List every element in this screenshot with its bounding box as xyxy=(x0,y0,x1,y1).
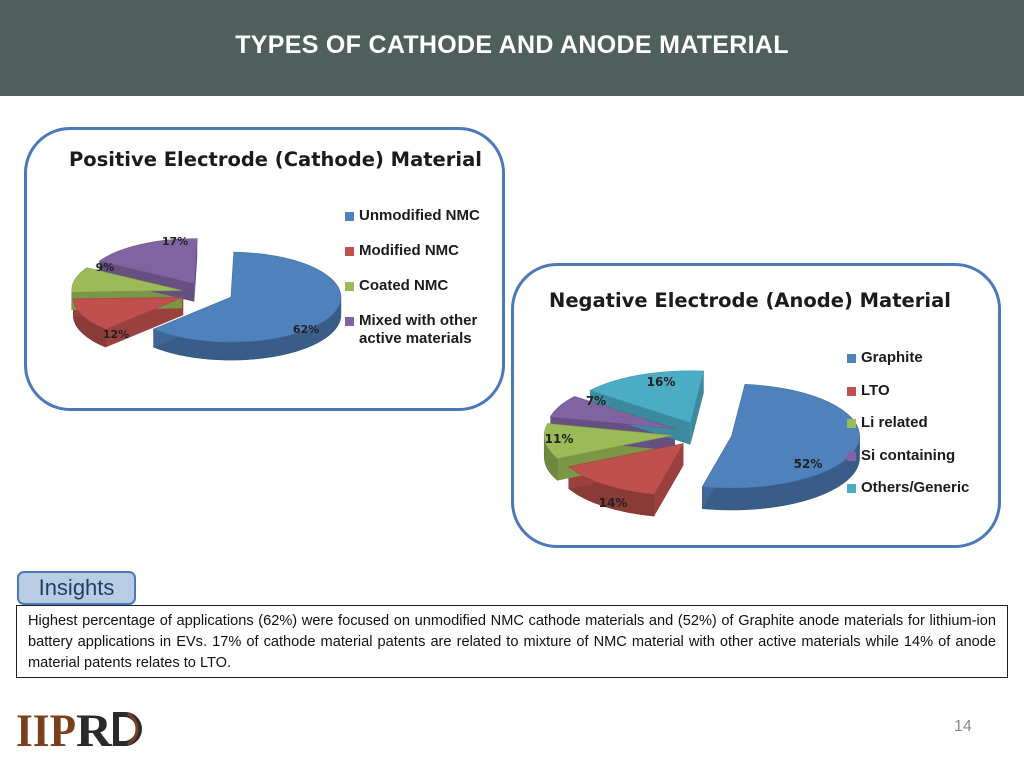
pie-data-label: 11% xyxy=(545,432,574,446)
legend-swatch xyxy=(847,386,856,396)
pie-slice xyxy=(543,423,673,459)
title-bar: TYPES OF CATHODE AND ANODE MATERIAL xyxy=(0,0,1024,96)
cathode-pie-chart: 62% 12% 9% 17% xyxy=(71,235,342,361)
pie-tops xyxy=(543,370,860,495)
iiprd-logo: IIP R xyxy=(16,706,142,750)
pie-slice xyxy=(98,238,198,285)
pie-data-label: 9% xyxy=(96,261,115,274)
anode-legend-item: Li related xyxy=(847,414,997,432)
pie-data-label: 12% xyxy=(103,328,129,341)
legend-swatch xyxy=(345,212,354,221)
pie-data-label: 62% xyxy=(293,323,319,336)
pie-slice xyxy=(589,370,705,424)
page-number: 14 xyxy=(954,718,972,735)
legend-swatch xyxy=(345,282,354,291)
legend-swatch xyxy=(345,247,354,256)
slide-title: TYPES OF CATHODE AND ANODE MATERIAL xyxy=(235,31,789,59)
cathode-legend-item: Unmodified NMC xyxy=(345,207,495,225)
legend-label: Si containing xyxy=(861,446,956,464)
cathode-chart-title: Positive Electrode (Cathode) Material xyxy=(69,148,482,171)
legend-swatch xyxy=(847,451,856,461)
pie-data-label: 17% xyxy=(162,235,188,248)
pie-labels: 62% 12% 9% 17% xyxy=(96,235,320,341)
pie-data-label: 14% xyxy=(599,496,628,510)
anode-pie-chart: 52% 14% 11% 7% 16% xyxy=(543,370,860,517)
anode-legend: Graphite LTO Li related Si containing Ot… xyxy=(847,349,997,512)
legend-label: LTO xyxy=(861,381,890,399)
cathode-legend-item: Coated NMC xyxy=(345,277,495,295)
pie-slice xyxy=(72,296,184,330)
anode-legend-item: Si containing xyxy=(847,447,997,465)
legend-swatch xyxy=(847,354,856,363)
insights-tab: Insights xyxy=(17,571,136,605)
anode-legend-item: Graphite xyxy=(847,349,997,367)
pie-slice xyxy=(152,251,342,343)
legend-swatch xyxy=(847,484,856,493)
logo-swoosh xyxy=(127,712,139,746)
anode-legend-item: Others/Generic xyxy=(847,479,997,497)
cathode-legend: Unmodified NMC Modified NMC Coated NMC M… xyxy=(345,207,495,365)
pie-slice-face xyxy=(690,371,704,445)
legend-label: Coated NMC xyxy=(359,277,449,294)
legend-label: Graphite xyxy=(861,349,923,366)
insights-text: Highest percentage of applications (62%)… xyxy=(16,605,1008,678)
anode-chart-panel: Negative Electrode (Anode) Material 52% 1… xyxy=(511,263,1001,548)
cathode-legend-item: Mixed with other active materials xyxy=(345,312,495,348)
legend-label: Others/Generic xyxy=(861,479,970,496)
legend-label: Modified NMC xyxy=(359,242,459,259)
anode-legend-item: LTO xyxy=(847,382,997,400)
legend-label: Li related xyxy=(861,414,928,431)
pie-slice xyxy=(568,443,684,495)
pie-slice xyxy=(71,267,182,293)
pie-labels: 52% 14% 11% 7% 16% xyxy=(545,375,823,510)
legend-swatch xyxy=(847,419,856,428)
pie-data-label: 7% xyxy=(586,394,606,408)
cathode-chart-panel: Positive Electrode (Cathode) Material 62… xyxy=(24,127,505,411)
pie-slice xyxy=(701,384,860,489)
pie-slice-face xyxy=(99,261,195,302)
legend-swatch xyxy=(345,317,354,326)
cathode-legend-item: Modified NMC xyxy=(345,242,495,260)
pie-data-label: 52% xyxy=(794,457,823,471)
legend-label: Unmodified NMC xyxy=(359,207,480,224)
logo-letters-iip: IIP xyxy=(16,706,76,750)
pie-data-label: 16% xyxy=(647,375,676,389)
pie-tops xyxy=(71,238,342,343)
anode-chart-title: Negative Electrode (Anode) Material xyxy=(549,289,951,312)
logo-letter-r: R xyxy=(76,706,113,750)
pie-slice xyxy=(549,396,676,429)
legend-label: Mixed with other active materials xyxy=(359,312,478,347)
